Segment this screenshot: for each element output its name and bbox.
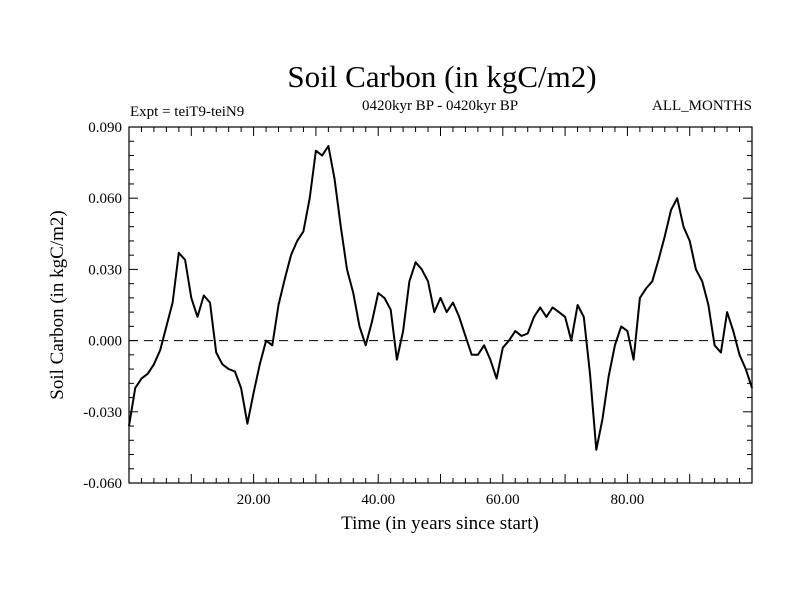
experiment-label: Expt = teiT9-teiN9 [130,104,244,120]
y-axis-label: Soil Carbon (in kgC/m2) [47,210,68,399]
x-tick-label: 20.00 [237,492,271,508]
y-tick-label: 0.000 [88,334,122,350]
x-tick-label: 80.00 [611,492,645,508]
y-minor-ticks [129,141,752,469]
y-tick-label: 0.090 [88,120,122,136]
x-tick-label: 60.00 [486,492,520,508]
chart-subtitle: 0420kyr BP - 0420kyr BP [362,98,518,114]
chart-title: Soil Carbon (in kgC/m2) [287,59,596,94]
y-tick-label: -0.060 [83,476,122,492]
series-group [129,146,752,450]
series-line [129,146,752,450]
y-tick-label: -0.030 [83,405,122,421]
x-tick-labels: 20.00 40.00 60.00 80.00 [237,492,645,508]
x-tick-label: 40.00 [361,492,395,508]
chart-header: Soil Carbon (in kgC/m2) 0420kyr BP - 042… [130,59,752,120]
plot-frame [129,127,752,483]
period-label: ALL_MONTHS [652,98,752,114]
y-tick-label: 0.030 [88,262,122,278]
x-minor-ticks [141,127,739,483]
y-tick-label: 0.060 [88,191,122,207]
y-tick-labels: 0.090 0.060 0.030 0.000 -0.030 -0.060 [83,120,122,492]
chart-canvas: Soil Carbon (in kgC/m2) 0420kyr BP - 042… [0,0,800,600]
x-axis-label: Time (in years since start) [341,513,539,534]
